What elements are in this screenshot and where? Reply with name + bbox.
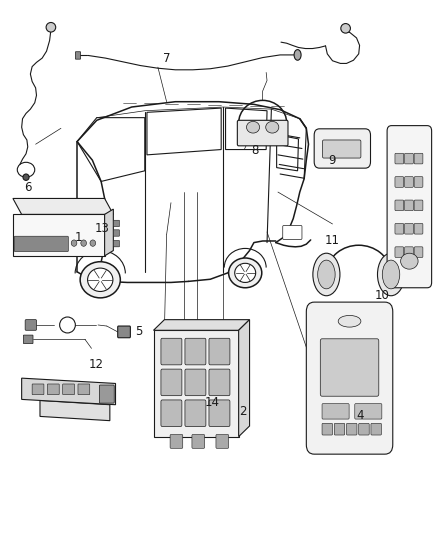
- FancyBboxPatch shape: [346, 423, 357, 435]
- FancyBboxPatch shape: [405, 154, 413, 164]
- FancyBboxPatch shape: [75, 52, 81, 59]
- FancyBboxPatch shape: [334, 423, 345, 435]
- FancyBboxPatch shape: [209, 400, 230, 426]
- Text: 6: 6: [24, 181, 32, 195]
- Ellipse shape: [71, 240, 77, 246]
- Text: 13: 13: [95, 222, 110, 235]
- FancyBboxPatch shape: [414, 176, 423, 187]
- Polygon shape: [40, 400, 110, 421]
- FancyBboxPatch shape: [99, 385, 114, 403]
- Text: 8: 8: [251, 144, 258, 157]
- Text: 7: 7: [163, 52, 170, 64]
- Ellipse shape: [318, 260, 335, 289]
- FancyBboxPatch shape: [25, 320, 36, 330]
- FancyBboxPatch shape: [314, 129, 371, 168]
- Polygon shape: [153, 320, 250, 330]
- Text: 14: 14: [205, 395, 219, 409]
- FancyBboxPatch shape: [395, 176, 404, 187]
- Ellipse shape: [80, 262, 120, 298]
- Ellipse shape: [382, 260, 400, 289]
- Polygon shape: [13, 198, 113, 214]
- Ellipse shape: [46, 22, 56, 32]
- FancyBboxPatch shape: [306, 302, 393, 454]
- Ellipse shape: [401, 253, 418, 269]
- Ellipse shape: [341, 23, 350, 33]
- Ellipse shape: [338, 316, 361, 327]
- FancyBboxPatch shape: [322, 423, 332, 435]
- Ellipse shape: [90, 240, 95, 246]
- Ellipse shape: [235, 263, 256, 282]
- FancyBboxPatch shape: [209, 338, 230, 365]
- FancyBboxPatch shape: [283, 225, 302, 239]
- FancyBboxPatch shape: [216, 434, 229, 448]
- Text: 11: 11: [325, 235, 340, 247]
- FancyBboxPatch shape: [405, 176, 413, 187]
- FancyBboxPatch shape: [359, 423, 369, 435]
- Ellipse shape: [229, 258, 262, 288]
- FancyBboxPatch shape: [209, 369, 230, 395]
- FancyBboxPatch shape: [113, 240, 120, 247]
- Polygon shape: [153, 330, 239, 437]
- FancyBboxPatch shape: [395, 247, 404, 257]
- Text: 10: 10: [374, 289, 389, 302]
- FancyBboxPatch shape: [414, 200, 423, 211]
- FancyBboxPatch shape: [14, 236, 68, 252]
- FancyBboxPatch shape: [113, 220, 120, 227]
- FancyBboxPatch shape: [23, 335, 33, 344]
- FancyBboxPatch shape: [192, 434, 205, 448]
- Polygon shape: [21, 378, 116, 405]
- FancyBboxPatch shape: [185, 338, 206, 365]
- FancyBboxPatch shape: [237, 120, 288, 146]
- Text: 1: 1: [74, 231, 82, 244]
- FancyBboxPatch shape: [414, 223, 423, 234]
- Ellipse shape: [378, 253, 405, 296]
- Ellipse shape: [88, 268, 113, 292]
- FancyBboxPatch shape: [63, 384, 74, 394]
- Ellipse shape: [266, 122, 279, 133]
- Text: 4: 4: [356, 409, 364, 422]
- FancyBboxPatch shape: [32, 384, 44, 394]
- Polygon shape: [239, 320, 250, 437]
- Ellipse shape: [294, 50, 301, 60]
- FancyBboxPatch shape: [371, 423, 381, 435]
- FancyBboxPatch shape: [395, 223, 404, 234]
- Ellipse shape: [247, 122, 260, 133]
- FancyBboxPatch shape: [13, 214, 105, 256]
- FancyBboxPatch shape: [170, 434, 183, 448]
- FancyBboxPatch shape: [47, 384, 59, 394]
- Text: 9: 9: [328, 154, 336, 167]
- FancyBboxPatch shape: [395, 200, 404, 211]
- FancyBboxPatch shape: [405, 200, 413, 211]
- Text: 5: 5: [135, 325, 142, 338]
- FancyBboxPatch shape: [322, 140, 361, 158]
- Text: 2: 2: [239, 405, 247, 417]
- FancyBboxPatch shape: [78, 384, 90, 394]
- FancyBboxPatch shape: [414, 247, 423, 257]
- FancyBboxPatch shape: [395, 154, 404, 164]
- FancyBboxPatch shape: [118, 326, 131, 338]
- FancyBboxPatch shape: [161, 369, 182, 395]
- FancyBboxPatch shape: [161, 338, 182, 365]
- FancyBboxPatch shape: [355, 403, 382, 419]
- FancyBboxPatch shape: [320, 339, 379, 396]
- FancyBboxPatch shape: [414, 154, 423, 164]
- FancyBboxPatch shape: [185, 369, 206, 395]
- FancyBboxPatch shape: [322, 403, 349, 419]
- Ellipse shape: [23, 174, 29, 180]
- FancyBboxPatch shape: [113, 230, 120, 236]
- FancyBboxPatch shape: [161, 400, 182, 426]
- Text: 12: 12: [88, 358, 103, 372]
- Ellipse shape: [313, 253, 340, 296]
- FancyBboxPatch shape: [387, 126, 431, 288]
- FancyBboxPatch shape: [185, 400, 206, 426]
- FancyBboxPatch shape: [405, 223, 413, 234]
- FancyBboxPatch shape: [405, 247, 413, 257]
- Polygon shape: [105, 209, 113, 256]
- Ellipse shape: [81, 240, 86, 246]
